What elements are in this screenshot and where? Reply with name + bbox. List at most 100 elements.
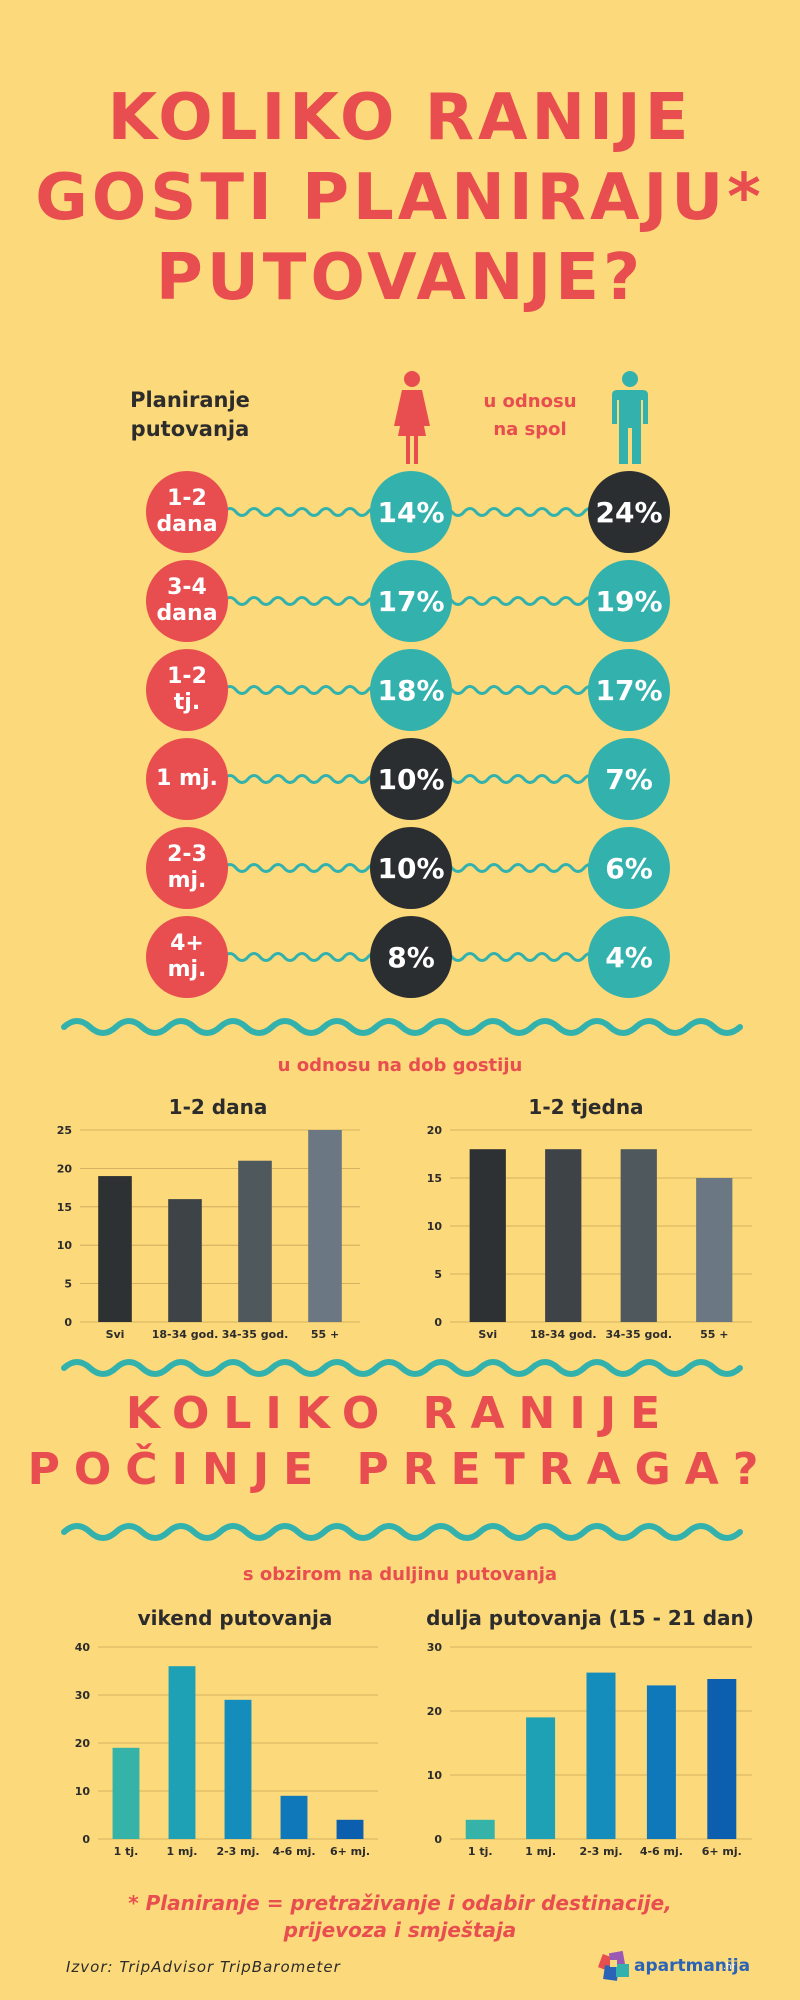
chart-1-title: 1-2 dana	[168, 1095, 268, 1119]
age-subtitle: u odnosu na dob gostiju	[277, 1055, 523, 1076]
x-tick-label: Svi	[106, 1328, 125, 1341]
bar-1	[545, 1149, 582, 1322]
male-percent-circle: 4%	[588, 916, 670, 998]
female-icon	[394, 371, 430, 464]
chart-2-title: 1-2 tjedna	[528, 1095, 644, 1119]
y-tick-label: 20	[427, 1124, 443, 1137]
bar-4	[336, 1819, 364, 1839]
bar-2	[586, 1672, 616, 1839]
y-tick-label: 40	[75, 1641, 91, 1654]
bar-0	[469, 1149, 506, 1322]
chart-2-weeks: 0 5 10 15 20 Svi 18-34 god. 34-35 god. 55 +	[427, 1124, 752, 1341]
y-tick-label: 5	[64, 1278, 72, 1291]
y-tick-label: 15	[427, 1172, 442, 1185]
male-percent-circle: 6%	[588, 827, 670, 909]
search-title: KOLIKO RANIJE POČINJE PRETRAGA?	[0, 1386, 800, 1498]
y-tick-label: 15	[57, 1201, 72, 1214]
y-tick-label: 10	[427, 1220, 443, 1233]
separator-wave	[61, 1359, 743, 1377]
gender-label-line-2: na spol	[493, 419, 567, 440]
y-tick-label: 10	[57, 1239, 73, 1252]
chart-4-longer: 0 10 20 30 1 tj. 1 mj. 2-3 mj. 4-6 mj. 6+ mj.	[427, 1641, 752, 1858]
y-tick-label: 20	[427, 1705, 443, 1718]
x-tick-label: 18-34 god.	[530, 1328, 597, 1341]
male-percent-circle: 24%	[588, 471, 670, 553]
separator-wave	[61, 1018, 743, 1036]
female-percent-circle: 10%	[370, 827, 452, 909]
planning-label-line-2: putovanja	[130, 417, 250, 441]
search-subtitle: s obzirom na duljinu putovanja	[242, 1564, 558, 1585]
main-title: KOLIKO RANIJE GOSTI PLANIRAJU* PUTOVANJE…	[0, 78, 800, 318]
y-tick-label: 30	[75, 1689, 91, 1702]
bar-3	[308, 1130, 342, 1322]
x-tick-label: 55 +	[311, 1328, 339, 1341]
search-title-line-1: KOLIKO RANIJE	[125, 1388, 675, 1439]
main-title-line-2: GOSTI PLANIRAJU*	[35, 161, 765, 235]
bar-1	[168, 1199, 202, 1322]
x-tick-label: 6+ mj.	[702, 1845, 742, 1858]
female-percent-circle: 8%	[370, 916, 452, 998]
bar-2	[224, 1699, 252, 1839]
female-percent-circle: 17%	[370, 560, 452, 642]
bar-4	[707, 1679, 737, 1839]
bar-3	[280, 1795, 308, 1839]
x-tick-label: 4-6 mj.	[640, 1845, 683, 1858]
bar-2	[238, 1160, 272, 1322]
bar-2	[620, 1149, 657, 1322]
y-tick-label: 20	[57, 1162, 73, 1175]
logo-text: apartmanija	[634, 1956, 751, 1976]
bar-1	[526, 1717, 556, 1839]
x-tick-label: Svi	[478, 1328, 497, 1341]
y-tick-label: 0	[434, 1833, 442, 1846]
x-tick-label: 2-3 mj.	[216, 1845, 259, 1858]
separator-wave	[61, 1523, 743, 1541]
male-percent-circle: 19%	[588, 560, 670, 642]
period-circle: 1-2 tj.	[146, 649, 228, 731]
source-text: Izvor: TripAdvisor TripBarometer	[66, 1958, 341, 1976]
bar-0	[465, 1819, 495, 1839]
x-tick-label: 6+ mj.	[330, 1845, 370, 1858]
x-tick-label: 1 tj.	[468, 1845, 493, 1858]
y-tick-label: 5	[434, 1268, 442, 1281]
footnote: * Planiranje = pretraživanje i odabir de…	[128, 1891, 672, 1942]
period-circle: 1 mj.	[146, 738, 228, 820]
x-tick-label: 1 mj.	[525, 1845, 556, 1858]
bar-3	[646, 1685, 676, 1839]
period-circle: 4+ mj.	[146, 916, 228, 998]
apartmanija-logo[interactable]: apartmanija .hr	[596, 1948, 750, 1984]
period-circle: 1-2 dana	[146, 471, 228, 553]
male-percent-circle: 17%	[588, 649, 670, 731]
x-tick-label: 2-3 mj.	[579, 1845, 622, 1858]
y-tick-label: 0	[82, 1833, 90, 1846]
chart-3-weekend: 0 10 20 30 40 1 tj. 1 mj. 2-3 mj. 4-6 mj. 6+ mj.	[75, 1641, 378, 1858]
chart-3-title: vikend putovanja	[137, 1606, 333, 1630]
x-tick-label: 34-35 god.	[606, 1328, 673, 1341]
male-icon	[612, 371, 648, 464]
x-tick-label: 1 mj.	[167, 1845, 198, 1858]
female-percent-circle: 18%	[370, 649, 452, 731]
main-title-line-3: PUTOVANJE?	[155, 241, 645, 315]
female-percent-circle: 10%	[370, 738, 452, 820]
bar-3	[696, 1178, 733, 1322]
bar-0	[98, 1176, 132, 1322]
y-tick-label: 0	[434, 1316, 442, 1329]
chart-4-title: dulja putovanja (15 - 21 dan)	[426, 1606, 754, 1630]
x-tick-label: 1 tj.	[114, 1845, 139, 1858]
y-tick-label: 25	[57, 1124, 72, 1137]
bar-1	[168, 1666, 196, 1839]
y-tick-label: 10	[75, 1785, 91, 1798]
y-tick-label: 10	[427, 1769, 443, 1782]
planning-label-line-1: Planiranje	[130, 388, 250, 412]
x-tick-label: 55 +	[700, 1328, 728, 1341]
x-tick-label: 4-6 mj.	[272, 1845, 315, 1858]
female-percent-circle: 14%	[370, 471, 452, 553]
planning-label: Planiranje putovanja	[100, 386, 280, 444]
y-tick-label: 0	[64, 1316, 72, 1329]
main-title-line-1: KOLIKO RANIJE	[107, 81, 693, 155]
x-tick-label: 34-35 god.	[222, 1328, 289, 1341]
x-tick-label: 18-34 god.	[152, 1328, 219, 1341]
y-tick-label: 20	[75, 1737, 91, 1750]
gender-label-line-1: u odnosu	[483, 391, 577, 412]
y-tick-label: 30	[427, 1641, 443, 1654]
